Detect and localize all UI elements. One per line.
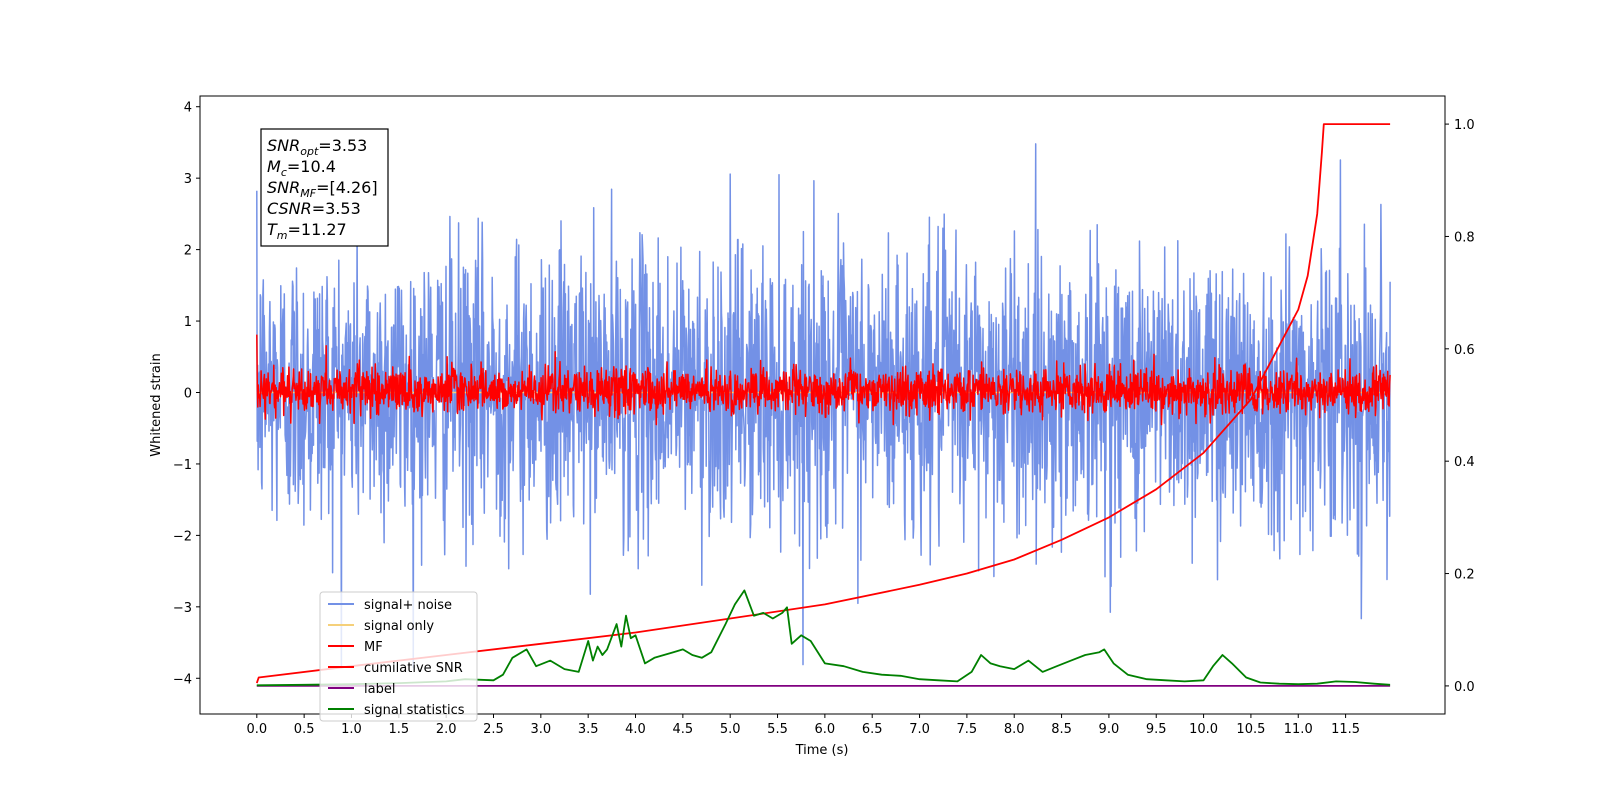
x-tick-label: 2.0 [436,722,457,737]
annotation-subscript: c [281,166,287,179]
annotation-subscript: opt [300,145,319,158]
x-tick-label: 5.5 [767,722,788,737]
x-tick-label: 1.0 [341,722,362,737]
y2-tick-label: 1.0 [1454,118,1475,133]
y-tick-label: −2 [173,529,192,544]
x-axis-label: Time (s) [795,743,849,758]
y-tick-label: 4 [184,101,192,116]
y-tick-label: 3 [184,172,192,187]
y-axis-ticks: 4 3 2 1 0 −1 −2 −3 −4 [173,101,200,687]
legend-label-1: signal only [364,619,434,634]
x-tick-label: 9.5 [1146,722,1167,737]
annotation-line: Mc=10.4 [267,157,336,179]
legend-frame [319,591,478,722]
legend-label-5: signal statistics [364,703,465,718]
annotation-line: SNRopt=3.53 [267,136,367,158]
x-tick-label: 8.0 [1004,722,1025,737]
plot-frame [199,95,1446,715]
legend-label-2: MF [364,640,383,655]
y-tick-label: 0 [184,386,192,401]
legend-label-4: label [364,682,395,697]
legend: signal+ noise signal only MF cumilative SNR… [319,591,478,722]
y-tick-label: −4 [173,672,192,687]
legend-label-0: signal+ noise [364,598,452,613]
y2-tick-label: 0.6 [1454,343,1475,358]
y-tick-label: −1 [173,458,192,473]
y-tick-label: 1 [184,315,192,330]
x-tick-label: 3.0 [530,722,551,737]
x-tick-label: 10.0 [1189,722,1218,737]
x-tick-label: 5.0 [720,722,741,737]
x-tick-label: 7.0 [909,722,930,737]
y-axis-label: Whitened strain [149,353,164,456]
x-axis-ticks: 0.0 0.5 1.0 1.5 2.0 2.5 3.0 3.5 4.0 4.5 5.0 5.5 6.0 6… [246,714,1360,737]
series-line-5 [256,589,1391,687]
annotation-subscript: m [277,229,288,242]
x-tick-label: 2.5 [483,722,504,737]
annotation-value: =3.53 [312,199,361,218]
x-tick-label: 0.0 [246,722,267,737]
x-tick-label: 11.0 [1284,722,1313,737]
y-tick-label: 2 [184,244,192,259]
y2-tick-label: 0.8 [1454,230,1475,245]
legend-label-3: cumilative SNR [364,661,463,676]
x-tick-label: 1.5 [388,722,409,737]
annotation-symbol: M [267,157,281,176]
x-tick-label: 3.5 [578,722,599,737]
secondary-y-axis-ticks: 1.0 0.8 0.6 0.4 0.2 0.0 [1445,118,1475,695]
x-tick-label: 6.0 [815,722,836,737]
series-line-0 [256,143,1391,669]
series-line-3 [255,123,1391,684]
y2-tick-label: 0.0 [1454,680,1475,695]
series-layer [255,123,1391,687]
stats-annotation-box: SNRopt=3.53Mc=10.4SNRMF=[4.26]CSNR=3.53T… [260,128,389,247]
annotation-line: Tm=11.27 [267,220,347,242]
x-tick-label: 9.0 [1099,722,1120,737]
x-tick-label: 0.5 [294,722,315,737]
x-tick-label: 8.5 [1051,722,1072,737]
annotation-line: SNRMF=[4.26] [267,178,378,200]
annotation-symbol: T [267,220,278,239]
x-tick-label: 11.5 [1331,722,1360,737]
annotation-symbol: SNR [267,136,300,155]
annotation-symbol: SNR [267,178,300,197]
annotation-value: =[4.26] [316,178,378,197]
x-tick-label: 4.0 [625,722,646,737]
x-tick-label: 10.5 [1236,722,1265,737]
annotation-value: =10.4 [287,157,336,176]
series-line-2 [256,334,1391,426]
x-tick-label: 7.5 [957,722,978,737]
annotation-subscript: MF [300,187,316,200]
annotation-symbol: CSNR [267,199,312,218]
x-tick-label: 4.5 [673,722,694,737]
annotation-frame [260,128,389,247]
y2-tick-label: 0.4 [1454,455,1475,470]
y2-tick-label: 0.2 [1454,568,1475,583]
annotation-line: CSNR=3.53 [267,199,361,218]
x-tick-label: 6.5 [862,722,883,737]
y-tick-label: −3 [173,601,192,616]
annotation-value: =3.53 [318,136,367,155]
annotation-value: =11.27 [288,220,347,239]
